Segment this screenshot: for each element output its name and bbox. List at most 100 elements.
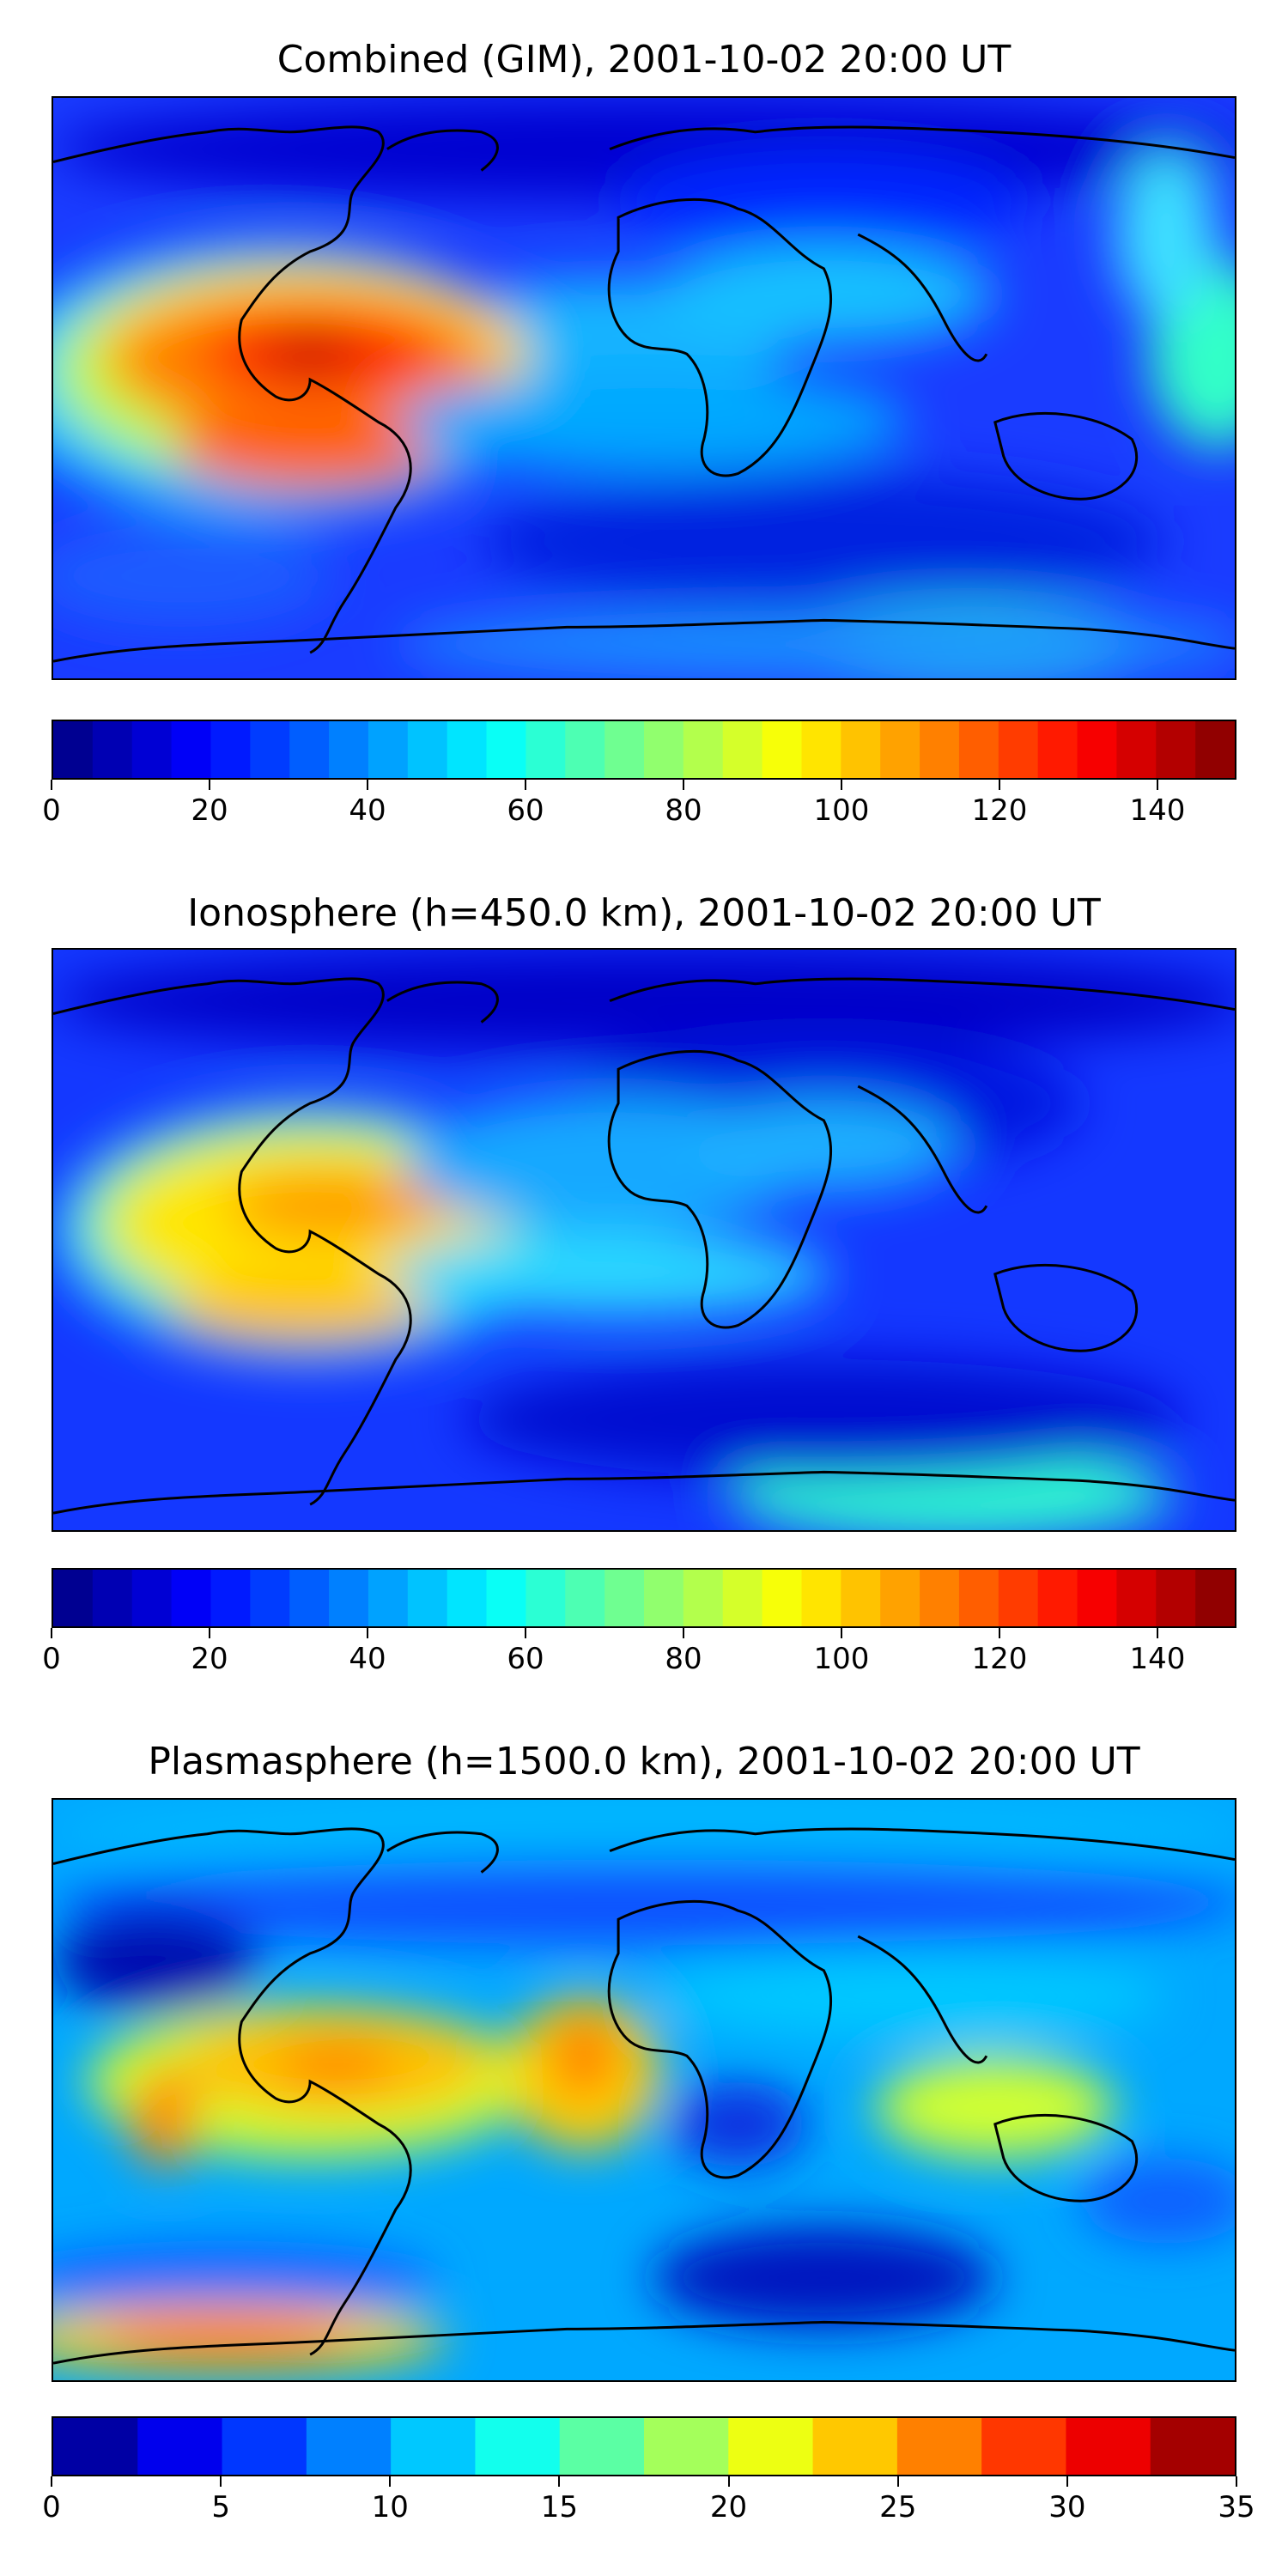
colorbar-level — [605, 721, 645, 778]
colorbar-tick-label: 10 — [371, 2490, 409, 2524]
colorbar-tick-label: 100 — [813, 793, 870, 828]
colorbar-tick — [999, 1628, 1000, 1638]
colorbar-level — [289, 721, 330, 778]
colorbar-level — [1066, 2418, 1151, 2475]
colorbar-tick — [209, 780, 210, 790]
colorbar-level — [407, 1570, 448, 1626]
colorbar-level — [880, 1570, 920, 1626]
colorbar-tick — [558, 2476, 561, 2487]
colorbar-tick-label: 80 — [665, 1642, 702, 1676]
map-title: Ionosphere (h=450.0 km), 2001-10-02 20:0… — [187, 891, 1101, 935]
colorbar-tick — [841, 1628, 842, 1638]
map-title: Combined (GIM), 2001-10-02 20:00 UT — [276, 38, 1012, 82]
colorbar-level — [958, 1570, 999, 1626]
colorbar-level — [998, 1570, 1039, 1626]
colorbar-tick — [51, 1628, 52, 1638]
colorbar-level — [722, 1570, 763, 1626]
colorbar-tick — [1066, 2476, 1068, 2487]
colorbar-tick-label: 25 — [879, 2490, 917, 2524]
colorbar-level — [391, 2418, 476, 2475]
colorbar-level — [1156, 1570, 1196, 1626]
colorbar-tick — [1236, 2476, 1237, 2487]
colorbar-tick-label: 60 — [507, 1642, 544, 1676]
contour-map — [53, 950, 1235, 1530]
tec-map — [52, 948, 1236, 1532]
colorbar-level — [958, 721, 999, 778]
colorbar-tick-label: 140 — [1129, 793, 1186, 828]
colorbar-level — [801, 721, 841, 778]
colorbar-level — [526, 721, 566, 778]
colorbar-tick-label: 15 — [540, 2490, 579, 2524]
colorbar-tick-label: 0 — [42, 1642, 61, 1676]
colorbar-ticks: 0 5 10 15 20 25 30 35 — [42, 2476, 1255, 2528]
colorbar-level — [475, 2418, 561, 2475]
colorbar-tick — [51, 2476, 52, 2487]
colorbar-level — [644, 721, 684, 778]
colorbar-tick — [367, 780, 368, 790]
colorbar-level — [92, 1570, 133, 1626]
colorbar-level — [222, 2418, 307, 2475]
colorbar-level — [722, 721, 763, 778]
colorbar-level — [171, 721, 211, 778]
colorbar-level — [812, 2418, 898, 2475]
colorbar-level — [565, 721, 605, 778]
colorbar-gradient — [53, 721, 1235, 778]
colorbar-tick-label: 120 — [971, 793, 1028, 828]
colorbar-level — [1077, 1570, 1117, 1626]
colorbar — [52, 2416, 1236, 2476]
colorbar-level — [306, 2418, 392, 2475]
colorbar-level — [559, 2418, 645, 2475]
colorbar-tick-label: 40 — [349, 1642, 386, 1676]
colorbar-level — [728, 2418, 814, 2475]
colorbar-tick-label: 80 — [665, 793, 702, 828]
colorbar-tick-label: 5 — [211, 2490, 230, 2524]
colorbar-level — [53, 1570, 94, 1626]
colorbar-level — [53, 721, 94, 778]
colorbar-level — [644, 1570, 684, 1626]
colorbar-level — [1077, 721, 1117, 778]
colorbar-tick — [1157, 780, 1158, 790]
colorbar-gradient — [53, 2418, 1235, 2475]
colorbar-level — [683, 721, 724, 778]
colorbar-level — [53, 2418, 138, 2475]
colorbar-level — [368, 721, 409, 778]
colorbar — [52, 720, 1236, 780]
colorbar-level — [250, 721, 290, 778]
colorbar-tick-label: 20 — [709, 2490, 748, 2524]
tec-map — [52, 96, 1236, 680]
colorbar-tick-label: 140 — [1129, 1642, 1186, 1676]
colorbar-level — [801, 1570, 841, 1626]
colorbar-gradient — [53, 1570, 1235, 1626]
colorbar-ticks: 0 20 40 60 80 100 120 140 — [42, 780, 1236, 831]
colorbar-tick-label: 100 — [813, 1642, 870, 1676]
colorbar-level — [447, 721, 488, 778]
colorbar-tick — [209, 1628, 210, 1638]
colorbar-level — [1116, 721, 1157, 778]
colorbar-tick-label: 30 — [1048, 2490, 1086, 2524]
colorbar-level — [841, 1570, 881, 1626]
colorbar-level — [565, 1570, 605, 1626]
colorbar-tick — [683, 1628, 684, 1638]
colorbar-ticks: 0 20 40 60 80 100 120 140 — [42, 1628, 1236, 1680]
map-title: Plasmasphere (h=1500.0 km), 2001-10-02 2… — [148, 1740, 1140, 1783]
colorbar-tick-label: 35 — [1218, 2490, 1255, 2524]
colorbar-tick — [525, 1628, 526, 1638]
colorbar-tick-label: 60 — [507, 793, 544, 828]
tec-map — [52, 1798, 1236, 2382]
colorbar-level — [407, 721, 448, 778]
colorbar-tick-label: 120 — [971, 1642, 1028, 1676]
colorbar-level — [289, 1570, 330, 1626]
colorbar-level — [644, 2418, 729, 2475]
colorbar-level — [1195, 1570, 1235, 1626]
colorbar-tick — [51, 780, 52, 790]
contour-map — [53, 1800, 1235, 2380]
colorbar-level — [605, 1570, 645, 1626]
colorbar-level — [447, 1570, 488, 1626]
colorbar-level — [1116, 1570, 1157, 1626]
colorbar-tick — [367, 1628, 368, 1638]
colorbar-level — [981, 2418, 1066, 2475]
colorbar-level — [920, 721, 960, 778]
colorbar-tick — [683, 780, 684, 790]
colorbar-level — [486, 1570, 526, 1626]
colorbar-tick — [220, 2476, 222, 2487]
